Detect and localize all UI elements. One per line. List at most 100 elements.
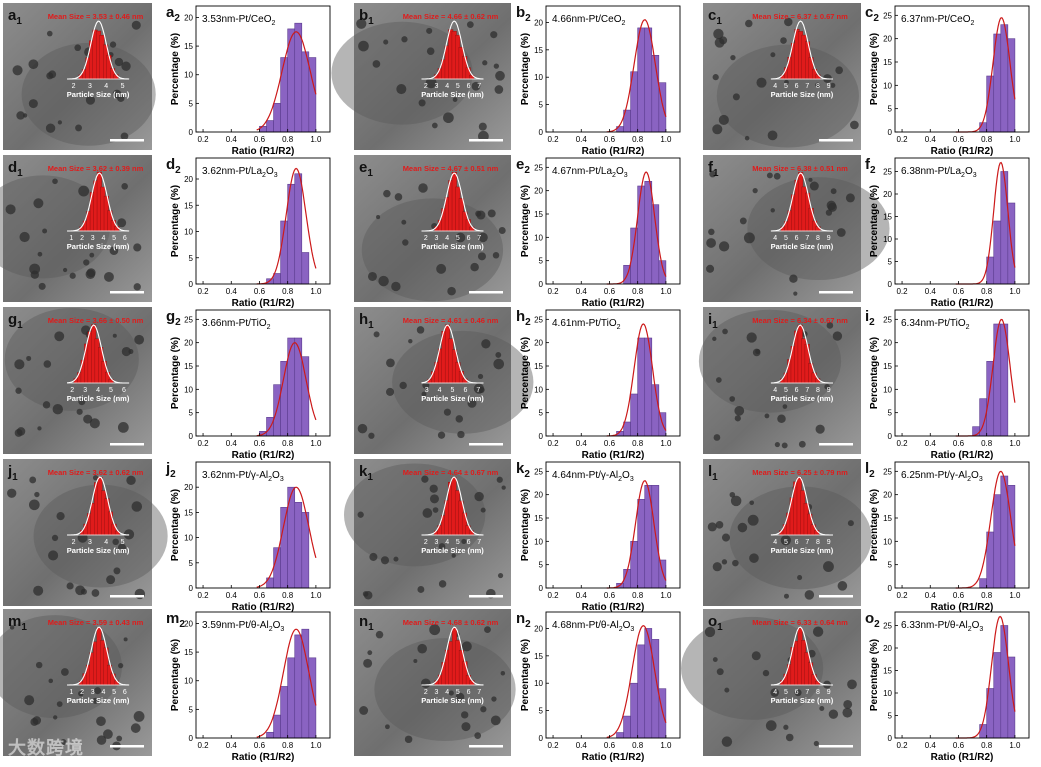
panel-label: d2 (166, 156, 181, 176)
panel-label: j1 (7, 463, 18, 483)
nanoparticle (815, 82, 821, 88)
nanoparticle (713, 28, 724, 40)
histogram-bar (1000, 625, 1009, 739)
nanoparticle (461, 538, 467, 545)
nanoparticle (780, 535, 791, 546)
tem-panel-g1: g1 Mean Size = 3.66 ± 0.50 nm2 3 4 5 6Particl… (3, 307, 152, 454)
nanoparticle (426, 47, 435, 55)
panel-label-subscript: 2 (525, 317, 531, 328)
inset-tick-label: 7 (477, 235, 481, 242)
nanoparticle (823, 561, 834, 572)
x-tick-label: 0.6 (953, 741, 965, 750)
x-axis-label: Ratio (R1/R2) (931, 450, 994, 461)
y-tick-label: 0 (888, 280, 893, 289)
nanoparticle (29, 476, 37, 484)
nanoparticle (443, 408, 451, 416)
title-subscript: 2 (268, 476, 272, 483)
panel-label: i2 (865, 308, 875, 328)
nanoparticle (372, 60, 381, 68)
nanoparticle (783, 593, 789, 599)
x-tick-label: 0.6 (604, 287, 616, 296)
nanoparticle (743, 232, 755, 244)
nanoparticle (718, 241, 730, 252)
histogram-bar (979, 724, 987, 739)
nanoparticle (89, 252, 95, 258)
nanoparticle (5, 204, 16, 215)
inset-x-label: Particle Size (nm) (67, 546, 130, 555)
panel-label-subscript: 2 (525, 13, 531, 24)
x-tick-label: 0.4 (226, 741, 238, 750)
inset-gaussian-fit (67, 20, 130, 80)
histogram-bar (637, 499, 646, 589)
inset-tick-label: 5 (456, 83, 460, 90)
chart-title: 4.61nm-Pt/TiO2 (552, 318, 621, 331)
nanoparticle (51, 534, 59, 542)
title-subscript: 2 (970, 20, 974, 27)
nanoparticle (7, 488, 17, 498)
nanoparticle (455, 415, 463, 423)
y-tick-label: 0 (539, 280, 544, 289)
chart-title: 6.38nm-Pt/La2O3 (901, 166, 977, 179)
nanoparticle (819, 706, 825, 712)
histogram-bar (644, 27, 653, 133)
inset-tick-label: 6 (122, 387, 126, 394)
y-tick-label: 20 (534, 187, 543, 196)
y-tick-label: 10 (184, 677, 193, 686)
x-tick-label: 0.8 (981, 591, 993, 600)
nanoparticle (123, 637, 128, 642)
nanoparticle (764, 413, 770, 419)
inset-x-label: Particle Size (nm) (67, 242, 130, 251)
gaussian-fit-line (606, 19, 667, 133)
y-tick-label: 25 (883, 11, 892, 20)
nanoparticle (37, 251, 43, 257)
histogram-bar (280, 57, 288, 133)
nanoparticle (739, 217, 747, 225)
inset-tick-label: 4 (96, 387, 100, 394)
tem-panel-k1: k1 Mean Size = 4.64 ± 0.67 nm2 3 4 5 6 7Partic… (343, 459, 511, 606)
y-tick-label: 5 (888, 561, 893, 570)
inset-gaussian-fit (770, 172, 833, 232)
nanoparticle (482, 60, 488, 66)
nanoparticle (501, 485, 506, 490)
title-subscript: 3 (280, 626, 284, 633)
histogram-bar (993, 323, 1002, 437)
tem-panel-o1: o1 Mean Size = 6.33 ± 0.64 nm4 5 6 7 8 9Partic… (681, 609, 861, 756)
nanoparticle (393, 556, 399, 562)
x-tick-label: 0.4 (576, 135, 588, 144)
support-grain (716, 44, 859, 148)
nanoparticle (121, 183, 128, 190)
panel-label-subscript: 1 (21, 622, 27, 633)
y-tick-label: 0 (888, 432, 893, 441)
chart-title: 4.64nm-Pt/γ-Al2O3 (552, 470, 634, 483)
inset-tick-label: 9 (827, 235, 831, 242)
histogram-bar (637, 185, 646, 285)
histogram-bar (993, 494, 1002, 589)
ratio-chart-o2: o2 0.2 0.4 0.6 0.8 1.0 0 5 10 15 20 25 Ratio (R1/R2)… (865, 610, 1030, 763)
y-tick-label: 0 (189, 584, 194, 593)
y-tick-label: 0 (539, 128, 544, 137)
nanoparticle (418, 183, 428, 193)
nanoparticle (766, 172, 773, 179)
nanoparticle (126, 475, 136, 486)
inset-tick-label: 2 (72, 83, 76, 90)
x-tick-label: 0.8 (632, 741, 644, 750)
nanoparticle (375, 630, 384, 639)
nanoparticle (45, 123, 56, 133)
panel-label-subscript: 2 (870, 165, 876, 176)
y-tick-label: 20 (534, 339, 543, 348)
y-axis-label: Percentage (%) (170, 337, 181, 409)
nanoparticle (827, 202, 837, 212)
nanoparticle (363, 591, 373, 600)
nanoparticle (752, 348, 761, 357)
y-tick-label: 5 (189, 254, 194, 263)
panel-label-subscript: 2 (873, 13, 879, 24)
inset-x-label: Particle Size (nm) (771, 242, 834, 251)
nanoparticle (495, 352, 502, 358)
mean-size-text: Mean Size = 4.64 ± 0.67 nm (403, 468, 499, 477)
panel-label-subscript: 1 (368, 622, 374, 633)
nanoparticle (24, 695, 35, 706)
nanoparticle (713, 434, 721, 441)
y-tick-label: 15 (534, 514, 543, 523)
x-tick-label: 0.2 (547, 439, 559, 448)
panel-label-subscript: 1 (717, 622, 723, 633)
